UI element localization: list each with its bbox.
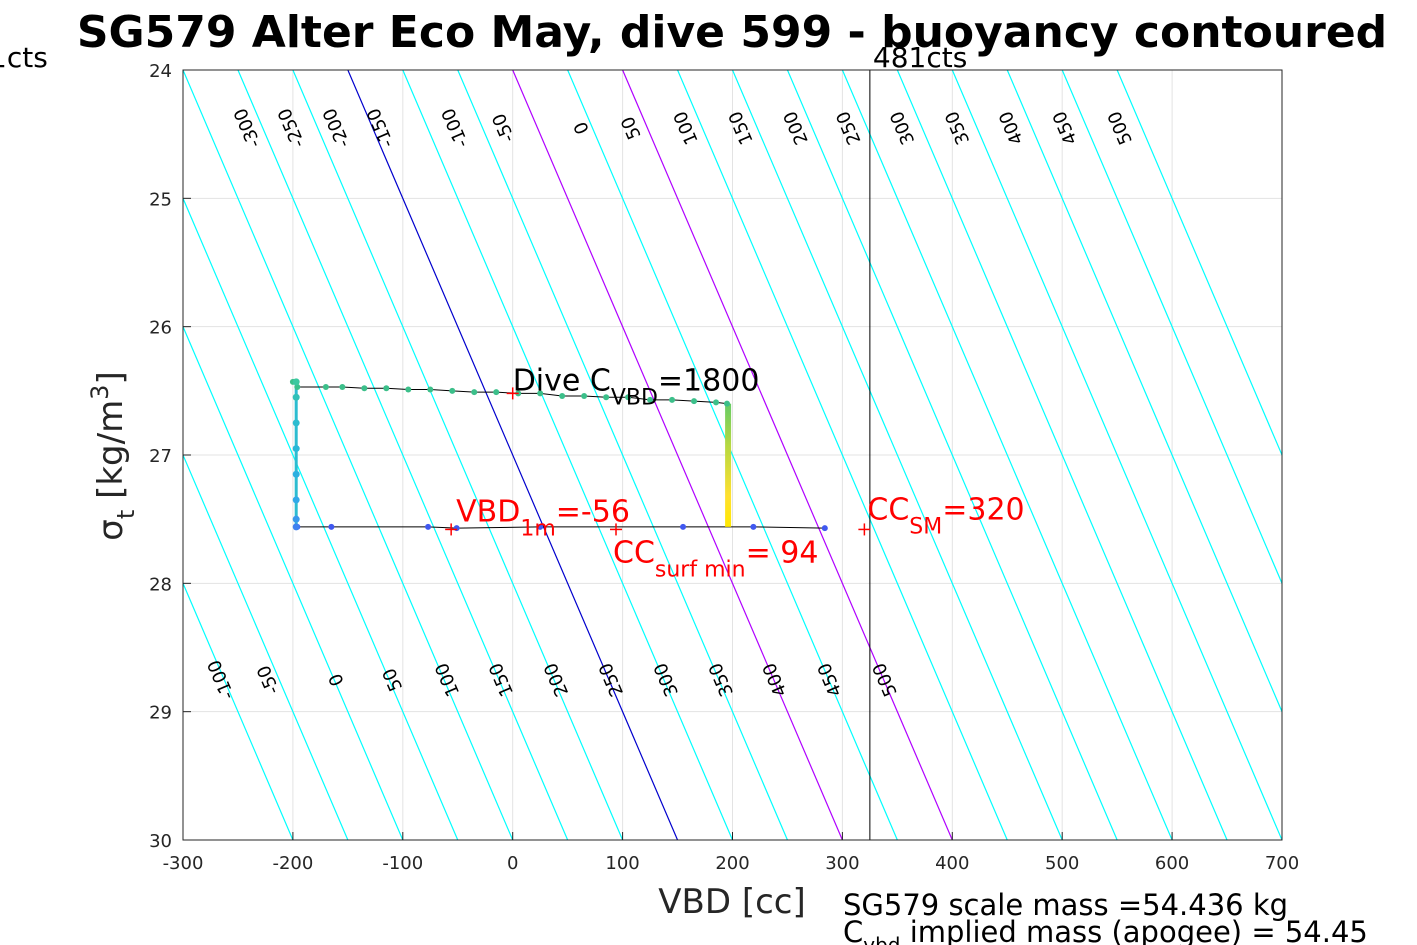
x-tick-label: 200 <box>715 853 749 874</box>
descent-point <box>647 396 654 403</box>
descent-point <box>339 383 346 390</box>
x-tick-label: 0 <box>507 853 518 874</box>
y-tick-label: 24 <box>149 61 172 82</box>
descent-point <box>294 383 301 390</box>
descent-point <box>361 385 368 392</box>
ascent-point <box>537 523 544 530</box>
ascent-point <box>328 523 335 530</box>
contour-line <box>183 581 294 840</box>
y-tick-label: 27 <box>149 446 172 467</box>
x-tick-label: 400 <box>935 853 969 874</box>
descent-point <box>405 386 412 393</box>
contour-line <box>896 70 1228 840</box>
x-tick-label: 100 <box>605 853 639 874</box>
x-tick-label: 700 <box>1265 853 1299 874</box>
descent-point <box>603 394 610 401</box>
x-tick-label: 600 <box>1155 853 1189 874</box>
y-axis-label: σt [kg/m3] <box>86 371 140 540</box>
descent-point <box>427 386 434 393</box>
reference-line-label-left: 1cts <box>0 41 48 74</box>
x-axis-ticks: -300 -200 -100 0 100 200 300 400 500 600 700 <box>163 832 1299 874</box>
contour-line <box>676 70 1008 840</box>
x-tick-label: -200 <box>272 853 313 874</box>
contour-line <box>292 70 624 840</box>
dive-path <box>289 378 828 532</box>
descent-point <box>713 399 720 406</box>
contour-line <box>183 70 514 840</box>
contour-line <box>512 70 843 840</box>
surface-column-point <box>292 515 300 523</box>
contour-line <box>841 70 1173 840</box>
marker-label: CCSM=320 <box>867 492 1024 539</box>
x-tick-label: -300 <box>163 853 204 874</box>
contour-line <box>786 70 1118 840</box>
descent-point <box>493 389 500 396</box>
contour-line <box>622 70 953 840</box>
descent-point <box>559 392 566 399</box>
marker-label: Dive CVBD=1800 <box>513 363 760 410</box>
contour-line <box>183 325 404 840</box>
y-tick-label: 30 <box>149 831 172 852</box>
ascent-point <box>680 523 687 530</box>
contour-line <box>237 70 569 840</box>
descent-point <box>449 387 456 394</box>
x-tick-label: 500 <box>1045 853 1079 874</box>
y-tick-label: 26 <box>149 318 172 339</box>
marker-label: VBD1m=-56 <box>456 494 630 541</box>
surface-column-point <box>292 378 300 386</box>
apogee-column <box>725 403 732 527</box>
implied-mass-text: Cvbd implied mass (apogee) = 54.45 <box>843 915 1368 945</box>
reference-lines: 481cts 1cts <box>0 41 967 840</box>
x-axis-label: VBD [cc] <box>658 882 806 922</box>
contour-line <box>1116 70 1282 457</box>
contour-line <box>951 70 1282 840</box>
surface-column-point <box>292 445 300 453</box>
x-tick-label: 300 <box>825 853 859 874</box>
descent-point <box>581 392 588 399</box>
ascent-point <box>425 523 432 530</box>
surface-column-point <box>292 523 300 531</box>
descent-point <box>669 396 676 403</box>
reference-line-label-right: 481cts <box>873 41 967 74</box>
contour-line <box>567 70 898 840</box>
contour-line <box>402 70 734 840</box>
descent-point <box>625 394 632 401</box>
descent-point <box>724 400 731 407</box>
y-tick-label: 28 <box>149 574 172 595</box>
descent-point <box>471 389 478 396</box>
surface-column-point <box>292 419 300 427</box>
descent-point <box>537 390 544 397</box>
contour-line <box>1061 70 1282 585</box>
surface-column-point <box>292 470 300 478</box>
y-tick-label: 25 <box>149 189 172 210</box>
descent-point <box>322 383 329 390</box>
chart-title: SG579 Alter Eco May, dive 599 - buoyancy… <box>77 7 1387 58</box>
surface-column-point <box>292 393 300 401</box>
y-tick-label: 29 <box>149 703 172 724</box>
ascent-point <box>821 525 828 532</box>
contour-line <box>457 70 789 840</box>
marker-label: CCsurf min= 94 <box>613 535 818 582</box>
surface-column-point <box>292 496 300 504</box>
x-tick-label: -100 <box>382 853 423 874</box>
descent-point <box>691 398 698 405</box>
descent-point <box>383 385 390 392</box>
ascent-point <box>750 523 757 530</box>
ascent-line <box>297 526 825 529</box>
contour-line <box>347 70 679 840</box>
scale-mass-text: SG579 scale mass =54.436 kg <box>843 888 1288 922</box>
contour-line <box>731 70 1063 840</box>
y-axis-ticks: 24 25 26 27 28 29 30 <box>149 61 191 852</box>
